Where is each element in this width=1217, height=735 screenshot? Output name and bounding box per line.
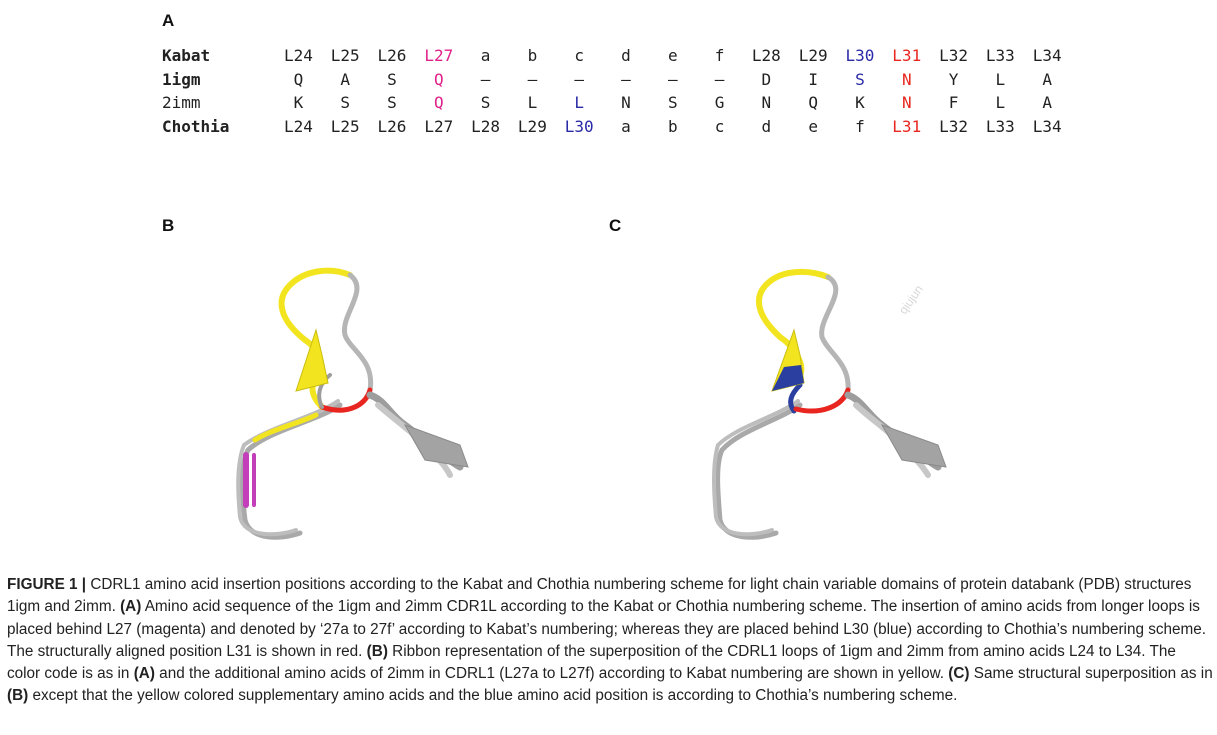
sequence-cell: d xyxy=(761,116,772,136)
sequence-cell: Q xyxy=(293,69,304,89)
ribbon-structure-c: qiujun xyxy=(712,268,947,540)
caption-text: CDRL1 amino acid insertion positions acc… xyxy=(7,576,1213,704)
sequence-cell: N xyxy=(901,93,912,113)
sequence-row: Kabat L24 L25 L26 L27 a b c d e f L28 L29 L30 L31 L32 L3… xyxy=(162,44,1071,68)
sequence-cell: e xyxy=(667,46,678,66)
sequence-cell: L34 xyxy=(1032,116,1062,136)
sequence-cell: L xyxy=(995,93,1006,113)
sequence-cell: L xyxy=(527,93,538,113)
sequence-row-label: Kabat xyxy=(162,46,211,66)
sequence-cell: K xyxy=(293,93,304,113)
sequence-cell: a xyxy=(621,116,631,136)
caption-panel-ref: (B) xyxy=(7,687,29,705)
sequence-cell: d xyxy=(621,46,631,66)
sequence-cell: S xyxy=(340,93,351,113)
sequence-cell: N xyxy=(621,93,631,113)
sequence-cell: b xyxy=(667,116,678,136)
sequence-cell: S xyxy=(855,69,865,89)
caption-segment: and the additional amino acids of 2imm i… xyxy=(154,665,949,683)
sequence-cell: L28 xyxy=(471,116,501,136)
sequence-row: 1igm Q A S Q – – – – – – D I S N Y L A xyxy=(162,68,1071,92)
sequence-cell: L33 xyxy=(985,116,1015,136)
sequence-cell: f xyxy=(714,46,725,66)
sequence-cell: S xyxy=(480,93,491,113)
watermark: qiujun xyxy=(210,282,211,316)
sequence-alignment-table: Kabat L24 L25 L26 L27 a b c d e f L28 L29 L30 L31 L32 L3… xyxy=(162,44,1071,138)
caption-panel-ref: (A) xyxy=(133,665,155,683)
sequence-cell: L29 xyxy=(517,116,547,136)
sequence-cell: L xyxy=(995,69,1006,89)
sequence-cell: c xyxy=(714,116,725,136)
sequence-row: Chothia L24 L25 L26 L27 L28 L29 L30 a b c d e f L31 L32… xyxy=(162,115,1071,139)
sequence-row-label: 1igm xyxy=(162,69,201,89)
caption-segment: except that the yellow colored supplemen… xyxy=(28,687,958,705)
sequence-cell: L30 xyxy=(564,116,594,136)
sequence-cell: I xyxy=(808,69,818,89)
caption-segment: Amino acid sequence of the 1igm and 2imm… xyxy=(7,598,1207,660)
panel-label-a: A xyxy=(162,11,175,30)
sequence-cell: S xyxy=(667,93,678,113)
figure-caption: FIGURE 1 | CDRL1 amino acid insertion po… xyxy=(7,574,1213,708)
sequence-cell: L27 xyxy=(424,116,454,136)
caption-panel-ref: (B) xyxy=(366,642,388,660)
caption-segment: Ribbon representation of the superpositi… xyxy=(7,642,1176,683)
sequence-cell: L32 xyxy=(939,46,968,66)
sequence-cell: L28 xyxy=(751,46,781,66)
ribbon-structure-b: qiujun xyxy=(210,267,469,540)
sequence-row: 2imm K S S Q S L L N S G N Q K N F L A xyxy=(162,91,1071,115)
sequence-cell: – xyxy=(667,69,678,89)
sequence-cell: S xyxy=(387,93,397,113)
sequence-row-label: 2imm xyxy=(162,93,201,113)
sequence-cell: K xyxy=(855,93,865,113)
sequence-cell: N xyxy=(901,69,912,89)
figure-label: FIGURE 1 | xyxy=(7,576,87,593)
sequence-cell: A xyxy=(1042,69,1052,89)
sequence-cell: L25 xyxy=(330,116,360,136)
sequence-cell: e xyxy=(808,116,818,136)
caption-panel-ref: (A) xyxy=(120,598,142,616)
sequence-cell: – xyxy=(574,69,584,89)
sequence-cell: A xyxy=(1042,93,1052,113)
sequence-cell: L31 xyxy=(892,116,922,136)
sequence-cell: L25 xyxy=(330,46,360,66)
sequence-cell: L32 xyxy=(939,116,968,136)
sequence-cell: G xyxy=(714,93,725,113)
sequence-cell: a xyxy=(480,46,491,66)
sequence-cell: – xyxy=(714,69,725,89)
sequence-cell: – xyxy=(527,69,538,89)
sequence-cell: S xyxy=(387,69,397,89)
panel-label-b: B xyxy=(162,216,175,235)
sequence-cell: F xyxy=(948,93,959,113)
sequence-cell: c xyxy=(574,46,584,66)
caption-segment: CDRL1 amino acid insertion positions acc… xyxy=(7,576,1192,616)
panel-label-c: C xyxy=(609,216,622,235)
sequence-cell: L33 xyxy=(985,46,1015,66)
sequence-cell: D xyxy=(761,69,772,89)
sequence-cell: L24 xyxy=(283,46,313,66)
sequence-cell: b xyxy=(527,46,538,66)
sequence-row-label: Chothia xyxy=(162,116,230,136)
sequence-cell: A xyxy=(340,69,351,89)
watermark: qiujun xyxy=(896,282,926,316)
sequence-cell: Q xyxy=(433,69,444,89)
sequence-cell: N xyxy=(761,93,772,113)
sequence-cell: L26 xyxy=(377,46,407,66)
sequence-cell: f xyxy=(855,116,865,136)
sequence-cell: Q xyxy=(808,93,818,113)
sequence-cell: L27 xyxy=(424,46,454,66)
sequence-cell: L24 xyxy=(283,116,313,136)
sequence-cell: L34 xyxy=(1032,46,1062,66)
sequence-cell: Y xyxy=(948,69,959,89)
sequence-cell: L29 xyxy=(798,46,828,66)
caption-segment: Same structural superposition as in xyxy=(969,665,1213,683)
sequence-cell: L31 xyxy=(892,46,922,66)
sequence-cell: L xyxy=(574,93,584,113)
caption-panel-ref: (C) xyxy=(948,665,970,683)
sequence-cell: L30 xyxy=(845,46,875,66)
sequence-cell: Q xyxy=(433,93,444,113)
sequence-cell: – xyxy=(621,69,631,89)
sequence-cell: L26 xyxy=(377,116,407,136)
sequence-cell: – xyxy=(480,69,491,89)
